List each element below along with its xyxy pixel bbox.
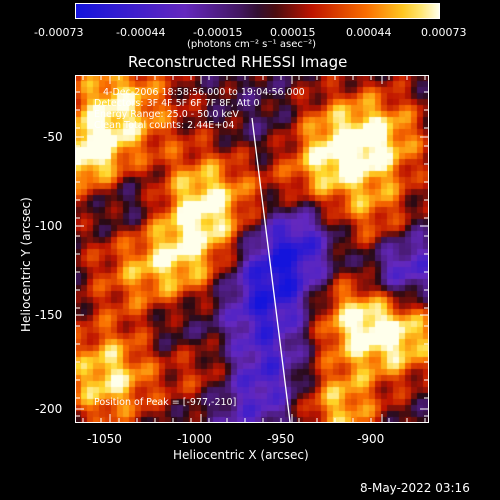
colorbar-tick-label: 0.00015: [270, 26, 316, 39]
colorbar-tick-label: -0.00015: [193, 26, 243, 39]
y-tick-label: -100: [35, 219, 63, 233]
x-tick-label: -1050: [87, 432, 122, 446]
y-tick-label: -150: [35, 308, 63, 322]
solar-limb-line: [251, 117, 291, 423]
colorbar-unit-label: (photons cm⁻² s⁻¹ asec⁻²): [187, 39, 317, 50]
x-tick-label: -1000: [177, 432, 212, 446]
colorbar-tick-label: -0.00073: [34, 26, 84, 39]
energy-range-info: Energy Range: 25.0 - 50.0 keV: [94, 109, 239, 120]
rhessi-image-map: [75, 75, 429, 423]
axis-ticks: [76, 76, 428, 422]
plot-title: Reconstructed RHESSI Image: [128, 53, 348, 71]
x-axis-label: Heliocentric X (arcsec): [173, 448, 309, 462]
y-tick-label: -50: [43, 130, 63, 144]
peak-position-label: Position of Peak = [-977,-210]: [94, 397, 237, 408]
clean-total-counts: Clean Total counts: 2.44E+04: [94, 120, 235, 131]
colorbar: [75, 3, 440, 19]
observation-time-range: 4-Dec-2006 18:58:56.000 to 19:04:56.000: [103, 87, 305, 98]
colorbar-tick-label: -0.00044: [116, 26, 166, 39]
x-tick-label: -950: [267, 432, 295, 446]
y-tick-label: -200: [35, 402, 63, 416]
colorbar-tick-label: 0.00044: [346, 26, 392, 39]
colorbar-tick-label: 0.00073: [421, 26, 467, 39]
rhessi-image-panel: [75, 75, 429, 423]
y-axis-label: Heliocentric Y (arcsec): [19, 197, 33, 332]
footer-timestamp: 8-May-2022 03:16: [360, 481, 470, 495]
plot-frame: [75, 75, 429, 423]
detectors-info: Detectors: 3F 4F 5F 6F 7F 8F, Att 0: [94, 98, 260, 109]
x-tick-label: -900: [357, 432, 385, 446]
